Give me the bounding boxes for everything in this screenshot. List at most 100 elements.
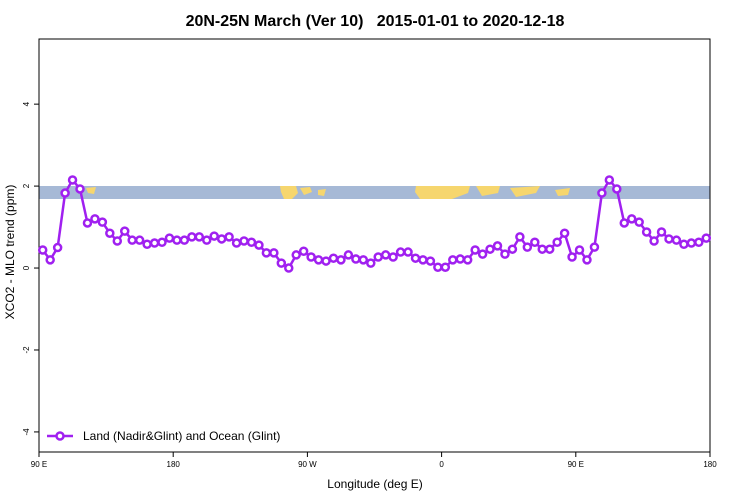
point (477, 249, 488, 259)
point (641, 227, 652, 237)
point (604, 175, 615, 185)
point (656, 227, 667, 237)
point (127, 235, 137, 245)
point (112, 236, 123, 246)
point (671, 235, 682, 245)
point (500, 249, 510, 259)
point (485, 244, 495, 254)
point (351, 254, 361, 264)
point (216, 234, 227, 244)
x-tick-label: 180 (167, 460, 181, 469)
chart-title: 20N-25N March (Ver 10) 2015-01-01 to 202… (186, 13, 565, 30)
point (366, 258, 376, 268)
point (313, 255, 324, 265)
point (440, 262, 451, 272)
point (291, 250, 301, 260)
point (418, 255, 428, 265)
y-tick-label: -2 (22, 346, 31, 354)
point (574, 245, 585, 255)
point (649, 236, 659, 246)
point (119, 226, 130, 236)
point (694, 237, 704, 247)
point (597, 188, 607, 198)
legend-marker (55, 431, 65, 441)
point (336, 255, 346, 265)
point (492, 241, 503, 251)
point (515, 232, 525, 242)
point (567, 252, 577, 262)
y-axis-title: XCO2 - MLO trend (ppm) (3, 185, 17, 320)
point (582, 255, 592, 265)
point (686, 238, 697, 248)
point (612, 184, 622, 194)
y-tick-label: 4 (22, 101, 31, 106)
point (358, 255, 369, 265)
point (522, 242, 533, 252)
point (194, 232, 205, 242)
point (589, 242, 600, 252)
point (679, 239, 689, 250)
x-tick-label: 90 W (298, 460, 317, 469)
map-strip (39, 186, 710, 199)
x-tick-label: 0 (439, 460, 444, 469)
point (239, 236, 249, 246)
point (701, 233, 712, 243)
point (254, 240, 264, 250)
point (269, 248, 279, 258)
point (455, 254, 465, 264)
point (433, 262, 443, 272)
point (246, 237, 257, 247)
point (373, 252, 383, 262)
x-tick-label: 180 (703, 460, 717, 469)
point (380, 250, 391, 260)
x-tick-label: 90 E (568, 460, 584, 469)
legend-label: Land (Nadir&Glint) and Ocean (Glint) (83, 429, 280, 443)
point (45, 255, 55, 265)
point (634, 217, 644, 227)
point (172, 235, 182, 245)
point (507, 244, 518, 254)
point (410, 253, 421, 263)
point (298, 246, 309, 256)
y-tick-label: -4 (22, 428, 31, 436)
x-axis-title: Longitude (deg E) (327, 477, 422, 491)
y-tick-label: 0 (22, 265, 31, 270)
point (224, 232, 234, 242)
point (90, 214, 100, 224)
point (37, 245, 48, 255)
x-tick-label: 90 E (31, 460, 47, 469)
point (97, 217, 108, 227)
point (231, 238, 242, 248)
point (425, 256, 436, 266)
point (276, 258, 287, 268)
point (82, 218, 93, 228)
point (306, 252, 316, 262)
point (343, 250, 354, 260)
point (60, 188, 70, 198)
point (470, 245, 480, 255)
point (284, 263, 294, 273)
point (664, 234, 674, 244)
point (75, 184, 85, 194)
point (403, 247, 413, 257)
point (395, 247, 406, 257)
point (448, 255, 458, 265)
point (179, 235, 190, 245)
point (149, 238, 160, 248)
plot-frame (38, 38, 711, 453)
point (544, 244, 555, 254)
point (209, 231, 219, 241)
point (559, 228, 570, 238)
point (52, 242, 63, 253)
y-tick-label: 2 (22, 183, 31, 188)
point (462, 255, 473, 265)
point (619, 218, 630, 228)
point (261, 248, 272, 258)
point (388, 252, 398, 262)
point (328, 253, 339, 263)
point (142, 239, 152, 250)
point (530, 237, 540, 247)
point (134, 235, 145, 245)
point (164, 233, 175, 243)
